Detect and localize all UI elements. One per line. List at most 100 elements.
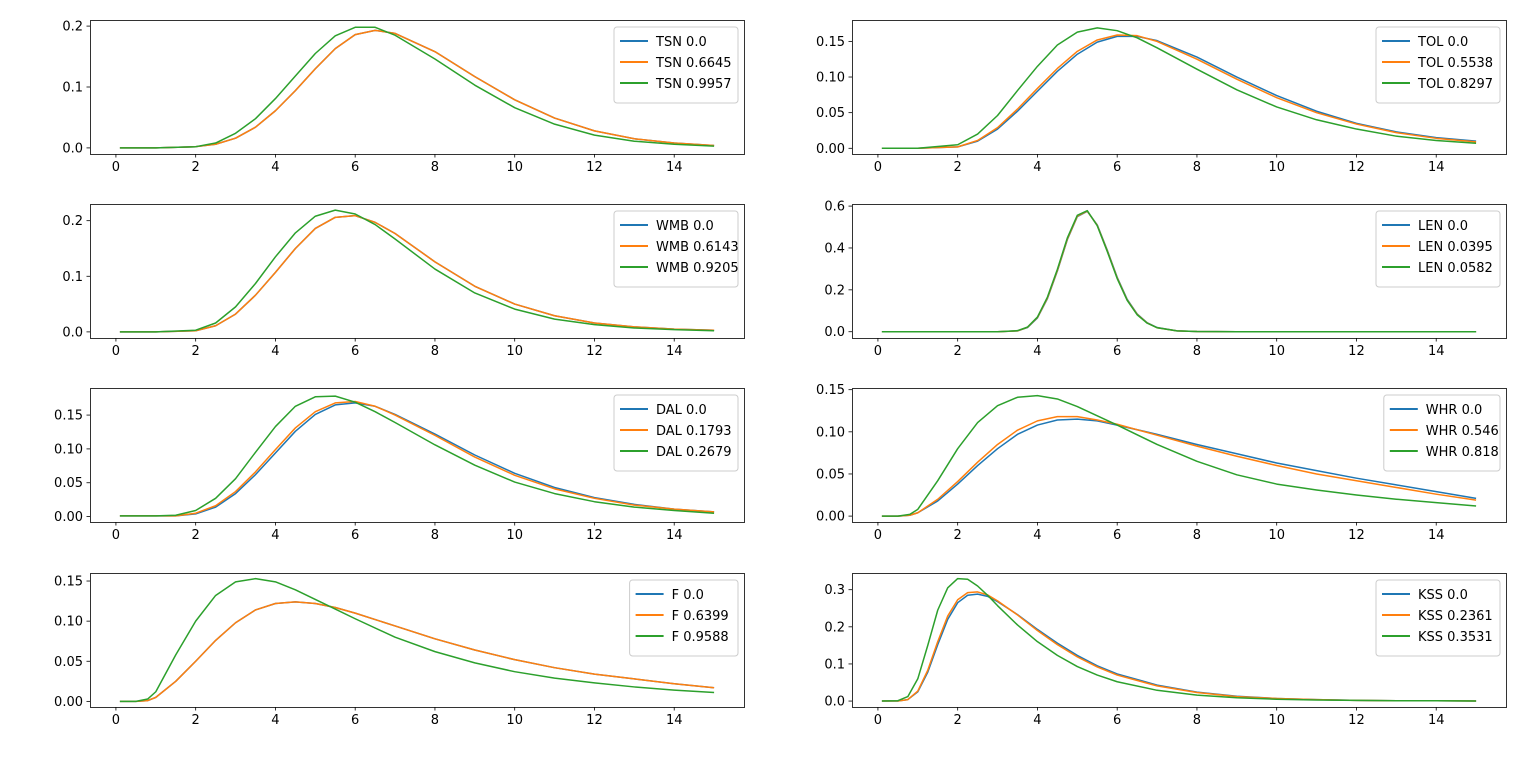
x-tick-label: 14 [1428,713,1445,728]
y-tick-label: 0.15 [816,35,845,50]
series-line-dal-1 [119,400,715,517]
x-tick-label: 0 [112,713,120,728]
axes-frame [90,573,745,708]
y-tick-label: 0.0 [824,325,845,340]
y-tick-label: 0.2 [824,620,845,635]
x-tick-label: 14 [666,160,683,175]
x-tick-label: 12 [1348,713,1365,728]
legend-label: WMB 0.0 [656,219,714,234]
y-tick-label: 0.4 [824,241,845,256]
x-tick-label: 4 [1033,344,1041,359]
series-line-len-2 [881,209,1477,333]
x-tick-label: 2 [954,713,962,728]
y-tick-label: 0.00 [54,510,83,525]
x-tick-label: 10 [506,344,523,359]
x-tick-label: 10 [506,713,523,728]
legend-label: WMB 0.9205 [656,261,739,276]
y-tick-label: 0.10 [54,442,83,457]
y-tick-label: 0.10 [816,425,845,440]
x-tick-label: 4 [271,528,279,543]
x-tick-label: 10 [1268,344,1285,359]
x-tick-label: 8 [1193,713,1201,728]
axes-frame [852,20,1507,155]
x-tick-label: 14 [1428,528,1445,543]
legend-label: F 0.9588 [672,630,729,645]
y-tick-label: 0.6 [824,200,845,215]
legend-label: WHR 0.0 [1426,403,1482,418]
legend-label: KSS 0.2361 [1418,609,1493,624]
legend-label: TOL 0.5538 [1417,56,1493,71]
x-tick-label: 10 [506,528,523,543]
x-tick-label: 0 [112,344,120,359]
x-tick-label: 8 [431,528,439,543]
x-tick-label: 6 [351,344,359,359]
series-line-whr-2 [881,394,1477,517]
legend-label: LEN 0.0395 [1418,240,1493,255]
x-tick-label: 14 [1428,344,1445,359]
series-line-whr-1 [881,415,1477,517]
legend-label: F 0.6399 [672,609,729,624]
x-tick-label: 8 [1193,160,1201,175]
x-tick-label: 8 [1193,528,1201,543]
legend-label: DAL 0.0 [656,403,707,418]
x-tick-label: 10 [1268,160,1285,175]
series-line-dal-0 [119,402,715,517]
x-tick-label: 2 [192,160,200,175]
x-tick-label: 12 [586,713,603,728]
y-tick-label: 0.2 [62,214,83,229]
series-line-tol-1 [881,34,1477,150]
y-tick-label: 0.00 [816,510,845,525]
subplot-kss: 0 2 4 6 8 10 12 14 0.0 0.1 0.2 0.3 KSS 0.0 KSS 0.2361… [824,573,1507,728]
x-tick-label: 4 [271,160,279,175]
x-tick-label: 0 [874,344,882,359]
legend-label: WMB 0.6143 [656,240,739,255]
legend-label: WHR 0.546 [1426,424,1499,439]
x-tick-label: 14 [666,528,683,543]
series-line-tsn-1 [119,29,715,149]
x-tick-label: 12 [1348,528,1365,543]
series-line-wmb-2 [119,209,715,333]
y-tick-label: 0.1 [824,657,845,672]
legend: TOL 0.0 TOL 0.5538 TOL 0.8297 [1375,26,1501,104]
y-tick-label: 0.1 [62,270,83,285]
legend-label: TOL 0.0 [1417,35,1468,50]
x-tick-label: 4 [1033,160,1041,175]
axes-frame [852,204,1507,339]
x-tick-label: 6 [351,160,359,175]
x-tick-label: 10 [1268,713,1285,728]
series-line-f-1 [119,601,715,703]
legend-label: TOL 0.8297 [1417,77,1493,92]
x-tick-label: 2 [954,344,962,359]
x-tick-label: 0 [112,528,120,543]
y-tick-label: 0.3 [824,583,845,598]
x-tick-label: 14 [666,713,683,728]
series-line-wmb-1 [119,214,715,333]
legend: KSS 0.0 KSS 0.2361 KSS 0.3531 [1375,579,1501,657]
series-line-tol-0 [881,35,1477,150]
legend: F 0.0 F 0.6399 F 0.9588 [629,579,739,657]
y-tick-label: 0.0 [824,695,845,710]
legend-label: LEN 0.0582 [1418,261,1493,276]
x-tick-label: 8 [431,713,439,728]
x-tick-label: 12 [586,160,603,175]
legend-label: DAL 0.2679 [656,445,732,460]
y-tick-label: 0.05 [816,106,845,121]
legend: DAL 0.0 DAL 0.1793 DAL 0.2679 [613,394,739,472]
x-tick-label: 4 [1033,713,1041,728]
series-line-whr-0 [881,418,1477,517]
y-tick-label: 0.00 [54,695,83,710]
x-tick-label: 8 [431,344,439,359]
legend-label: TSN 0.0 [655,35,707,50]
legend-label: TSN 0.6645 [655,56,732,71]
x-tick-label: 0 [112,160,120,175]
x-tick-label: 2 [954,528,962,543]
x-tick-label: 2 [192,344,200,359]
legend: WHR 0.0 WHR 0.546 WHR 0.818 [1383,394,1501,472]
legend-label: DAL 0.1793 [656,424,732,439]
x-tick-label: 8 [431,160,439,175]
legend-label: KSS 0.3531 [1418,630,1493,645]
